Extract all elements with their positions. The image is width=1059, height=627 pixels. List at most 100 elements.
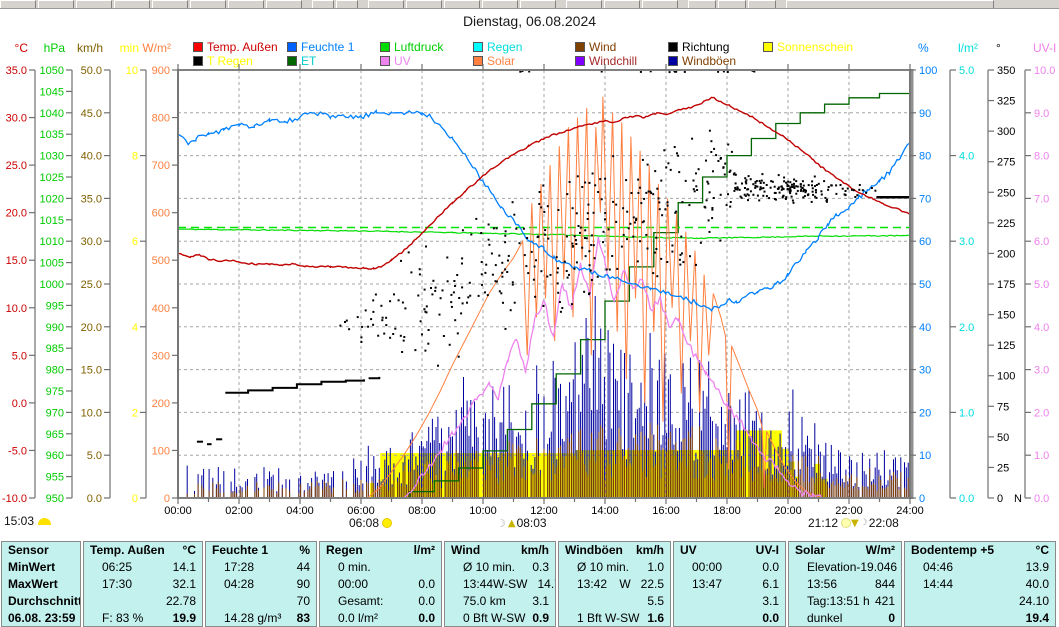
legend-item-regen[interactable]: Regen	[473, 40, 522, 54]
toolbar-button[interactable]	[786, 0, 994, 8]
tick-label: 50	[919, 279, 931, 291]
tick-label: 5.0	[87, 450, 102, 462]
stats-table: Sensor MinWert MaxWert Durchschnitt 06.08. 2…	[0, 541, 1059, 627]
tick-label: 300	[997, 126, 1015, 138]
toolbar-button[interactable]	[38, 0, 74, 8]
tick-label: 30.0	[6, 113, 27, 125]
legend-item-luftdruck[interactable]: Luftdruck	[380, 40, 443, 54]
stats-cell-row: 13:42 W 22.5	[559, 576, 670, 593]
tick-label: -10.0	[2, 493, 27, 505]
legend-swatch	[575, 42, 585, 52]
stat-value: 22.78	[165, 593, 196, 608]
half-sun-icon	[38, 517, 52, 525]
toolbar-button[interactable]	[336, 0, 358, 8]
stats-column-header: Windböen km/h	[559, 542, 670, 559]
legend-item-windchill[interactable]: Windchill	[575, 54, 637, 68]
stat-sub-label: dunkel	[807, 610, 843, 625]
x-tick-label: 08:00	[408, 505, 436, 517]
stat-value: 83	[296, 610, 310, 625]
toolbar-button[interactable]	[520, 0, 556, 8]
stats-cell-row: 0 min.	[320, 559, 441, 576]
tick-label: 0.0	[12, 398, 27, 410]
tick-label: 500	[152, 255, 170, 267]
tick-label: 800	[152, 113, 170, 125]
tick-label: 50	[997, 432, 1009, 444]
toolbar-button[interactable]	[114, 0, 150, 8]
x-tick-label: 24:00	[896, 505, 924, 517]
stats-column-header: Bodentemp +5 °C	[905, 542, 1055, 559]
plot-area[interactable]	[178, 70, 910, 498]
toolbar-button[interactable]	[688, 0, 716, 8]
stat-value: 44	[296, 560, 310, 575]
sunrise-marker: 06:08	[349, 516, 393, 530]
toolbar-button[interactable]	[566, 0, 602, 8]
stats-cell-row: 19.4	[905, 609, 1055, 626]
tick-label: 1045	[40, 86, 64, 98]
toolbar-button[interactable]	[152, 0, 188, 8]
legend-item-solar[interactable]: Solar	[473, 54, 515, 68]
legend-item-windb-en[interactable]: Windböen	[668, 54, 736, 68]
tick-label: 900	[152, 65, 170, 77]
tick-label: 965	[46, 429, 64, 441]
toolbar-button[interactable]	[266, 0, 302, 8]
stat-value: 24.10	[1018, 593, 1049, 608]
toolbar-button[interactable]	[406, 0, 442, 8]
stats-column-header: Feuchte 1%	[206, 542, 316, 559]
axis-min: min 10 8 6 4 2 0	[120, 41, 147, 505]
legend-item-temp-au-en[interactable]: Temp. Außen	[193, 40, 278, 54]
tick-label: 20	[919, 407, 931, 419]
tick-label: 350	[997, 65, 1015, 77]
toolbar-button[interactable]	[368, 0, 404, 8]
toolbar-button[interactable]	[718, 0, 746, 8]
series-solar	[366, 96, 825, 499]
tick-label: 0	[997, 493, 1003, 505]
stats-cell-row: F: 83 % 19.9	[84, 609, 202, 626]
legend-item-wind[interactable]: Wind	[575, 40, 616, 54]
x-tick-label: 12:00	[530, 505, 558, 517]
legend-item-uv[interactable]: UV	[380, 54, 411, 68]
moonset-time: 08:03	[516, 516, 547, 530]
tick-label: 1040	[40, 108, 64, 120]
stat-sub-label: 0 Bft W-SW	[463, 610, 526, 625]
series-et	[178, 91, 911, 499]
tick-label: 10.0	[1034, 65, 1055, 77]
toolbar-button[interactable]	[482, 0, 518, 8]
toolbar-button[interactable]	[0, 0, 36, 8]
toolbar-button[interactable]	[748, 0, 776, 8]
tick-label: 0.0	[1034, 493, 1049, 505]
legend-item-sonnenschein[interactable]: Sonnenschein	[763, 40, 853, 54]
legend-item-et[interactable]: ET	[287, 54, 316, 68]
series-lines	[177, 91, 911, 499]
legend-swatch	[380, 42, 390, 52]
legend-label: Regen	[487, 40, 523, 54]
sensor-name: Windböen	[565, 543, 623, 558]
toolbar-button[interactable]	[312, 0, 334, 8]
toolbar-button[interactable]	[76, 0, 112, 8]
x-tick-label: 16:00	[652, 505, 680, 517]
tick-label: 30.0	[81, 236, 102, 248]
stat-value: 13.9	[1025, 560, 1049, 575]
legend-label: Windböen	[682, 54, 737, 68]
stat-value: 0.0	[418, 576, 435, 591]
tick-label: 100	[919, 65, 937, 77]
axis-UV-I: UV-I 10.0 9.0 8.0 7.0 6.0 5.0 4.0 3.0 2.0 1.0 0.0	[1024, 41, 1056, 505]
legend-item-feuchte-1[interactable]: Feuchte 1	[287, 40, 354, 54]
axis-W/m²: W/m² 900 800 700 600 500 400 300 200 100 0	[142, 41, 179, 505]
toolbar-button[interactable]	[190, 0, 226, 8]
wind-spikes	[177, 422, 911, 498]
stats-cell-row: 14:44 40.0	[905, 576, 1055, 593]
toolbar-button[interactable]	[228, 0, 264, 8]
toolbar-button[interactable]	[642, 0, 678, 8]
tick-label: 6.0	[1034, 236, 1049, 248]
legend-swatch	[575, 56, 585, 66]
toolbar-button[interactable]	[444, 0, 480, 8]
toolbar-button[interactable]	[604, 0, 640, 8]
stats-column-windb-en: Windböen km/h Ø 10 min. 1.0 13:42 W 22.5 5.5 1 B…	[558, 541, 671, 627]
stats-cell-row: 3.1	[674, 592, 785, 609]
tick-label: -5.0	[8, 445, 27, 457]
legend-item-richtung[interactable]: Richtung	[668, 40, 729, 54]
legend-item-t-regen[interactable]: T Regen	[193, 54, 253, 68]
stats-column-uv: UV UV-I 00:00 0.0 13:47 6.1 3.1 0.0	[673, 541, 786, 627]
tick-label: 90	[919, 108, 931, 120]
